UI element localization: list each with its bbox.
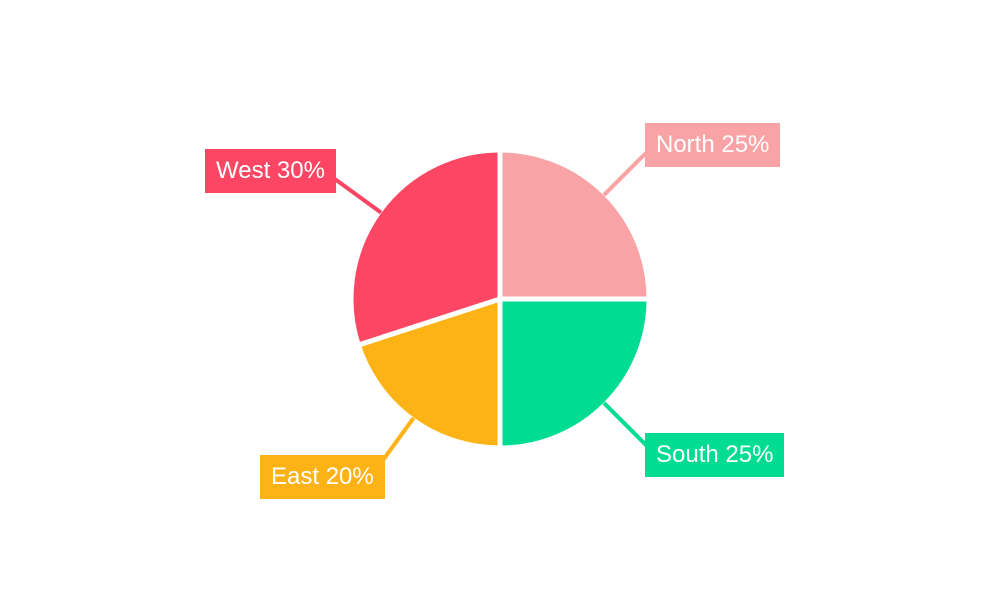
pie-label-south[interactable]: South 25% (645, 433, 785, 477)
pie-label-east[interactable]: East 20% (260, 455, 385, 499)
label-line-north (602, 148, 651, 197)
label-line-south (602, 401, 651, 450)
label-line-west (328, 173, 383, 215)
pie-label-north[interactable]: North 25% (645, 123, 781, 167)
pie-label-west[interactable]: West 30% (205, 149, 336, 193)
